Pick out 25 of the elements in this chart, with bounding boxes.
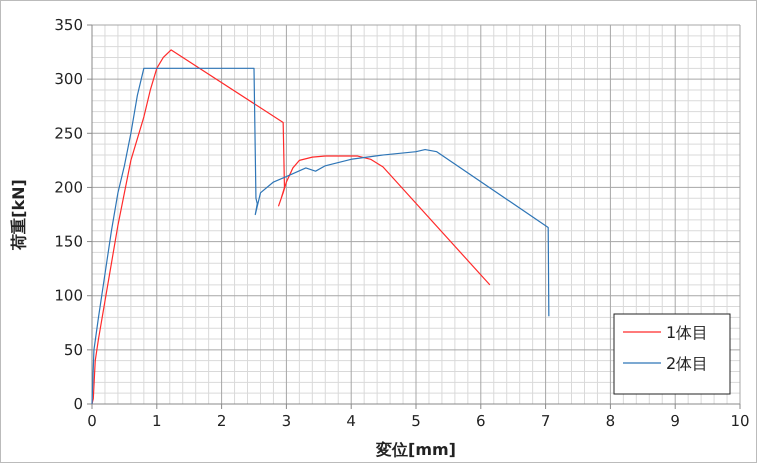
y-tick-label: 100 [54, 286, 83, 305]
x-tick-label: 6 [476, 412, 486, 430]
x-tick-label: 8 [606, 412, 616, 430]
y-tick-label: 250 [54, 124, 83, 142]
y-tick-label: 350 [54, 16, 83, 34]
x-tick-label: 0 [87, 412, 97, 430]
legend-label: 2体目 [666, 354, 708, 373]
y-tick-label: 50 [64, 340, 83, 359]
y-tick-label: 200 [54, 178, 83, 196]
y-axis-title: 荷重[kN] [9, 179, 28, 251]
line-series [91, 68, 550, 405]
x-tick-label: 4 [346, 412, 356, 430]
x-tick-label: 5 [411, 412, 421, 430]
x-tick-label: 9 [670, 412, 680, 430]
x-tick-label: 10 [730, 412, 750, 430]
x-tick-label: 2 [216, 412, 226, 430]
line-series [91, 49, 490, 405]
y-tick-label: 300 [54, 70, 83, 88]
y-tick-label: 150 [54, 232, 83, 251]
x-axis-title: 変位[mm] [375, 440, 456, 459]
x-tick-label: 1 [152, 412, 162, 430]
y-tick-label: 0 [73, 395, 83, 413]
x-tick-label: 7 [540, 412, 550, 430]
legend-label: 1体目 [666, 323, 708, 342]
x-tick-label: 3 [282, 412, 292, 430]
